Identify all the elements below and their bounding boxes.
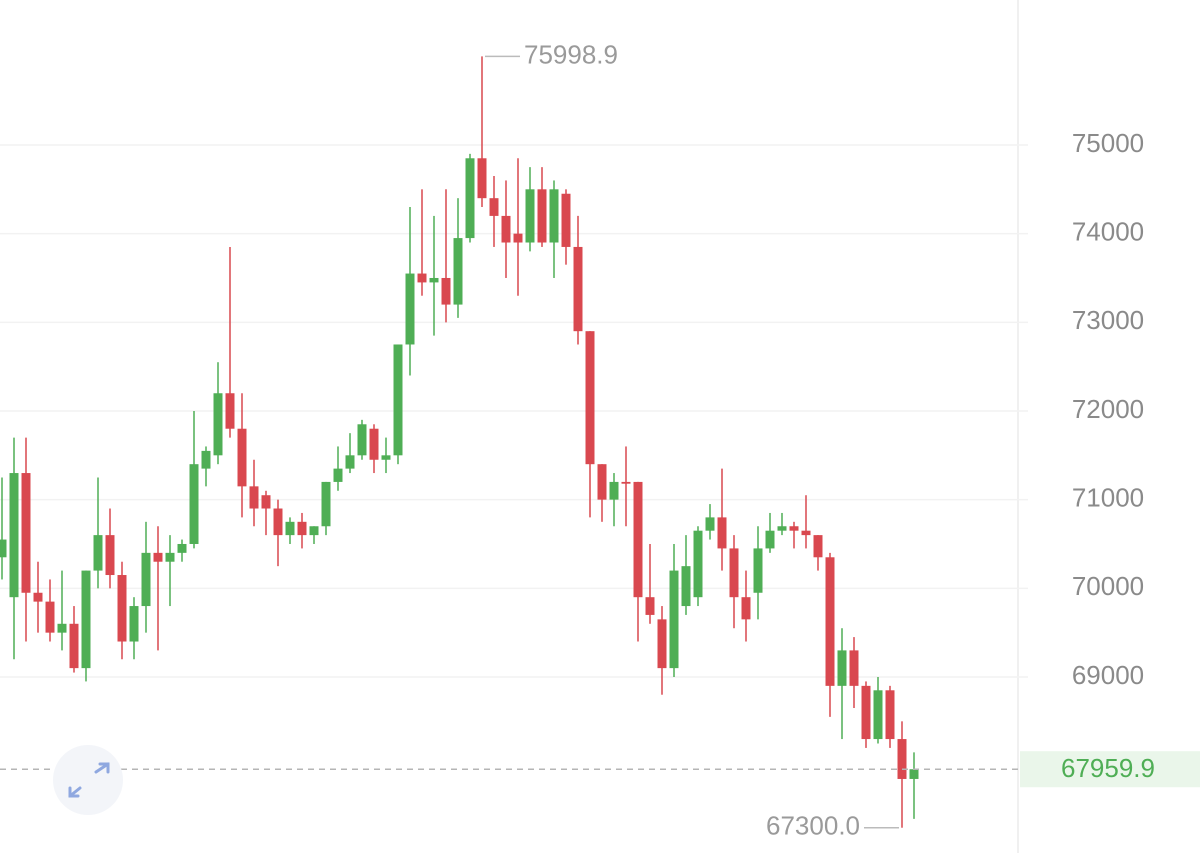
max-label: 75998.9 [524,39,618,69]
candle-body [117,575,127,642]
min-label: 67300.0 [766,811,860,841]
candle-body [57,623,67,633]
candle-body [81,570,91,669]
candle-body [597,464,607,500]
y-tick-label: 71000 [1072,483,1144,513]
candle-body [633,481,643,598]
candle-body [333,468,343,482]
candle-body [573,246,583,332]
candle-body [753,548,763,593]
candle-body [189,464,199,544]
candle-body [801,530,811,536]
candle-body [33,592,43,602]
candle-body [417,273,427,283]
candle-body [729,548,739,598]
candle-body [741,597,751,620]
candle-body [489,198,499,216]
expand-icon[interactable] [68,762,110,798]
candle-body [381,455,391,460]
candle-body [393,344,403,456]
candle-body [717,517,727,549]
candle-body [681,566,691,607]
candle-body [165,552,175,562]
candle-body [849,650,859,686]
candle-body [141,552,151,607]
candle-body [465,158,475,239]
candle-body [453,238,463,305]
candle-body [873,690,883,740]
candle-body [177,543,187,553]
candle-body [705,517,715,531]
candle-body [9,473,19,598]
candle-body [105,535,115,576]
candle-body [0,539,7,558]
candle-body [285,521,295,536]
candle-body [441,277,451,305]
candle-body [309,526,319,536]
y-tick-label: 75000 [1072,128,1144,158]
y-tick-label: 69000 [1072,660,1144,690]
candle-body [405,273,415,345]
candle-body [561,193,571,247]
candle-body [477,158,487,199]
candle-body [825,557,835,686]
candle-body [237,428,247,487]
candle-body [645,597,655,615]
candle-body [621,481,631,484]
expand-circle[interactable] [53,745,123,815]
candle-body [525,189,535,243]
last-price-label: 67959.9 [1061,753,1155,783]
candle-body [345,455,355,469]
candle-body [201,450,211,469]
candle-body [21,473,31,593]
candle-body [897,739,907,779]
candle-body [261,495,271,509]
candle-body [609,481,619,500]
candle-body [693,530,703,598]
y-tick-label: 70000 [1072,571,1144,601]
candle-body [129,606,139,642]
candle-body [69,623,79,669]
candle-body [249,486,259,509]
candle-body [669,570,679,669]
candle-body [213,393,223,456]
candle-body [861,685,871,740]
candle-body [885,690,895,740]
candle-body [549,189,559,243]
candle-body [585,331,595,465]
y-tick-label: 74000 [1072,217,1144,247]
expand-button[interactable] [53,745,123,815]
candle-body [789,526,799,531]
candle-body [909,769,919,779]
candle-body [93,535,103,571]
candle-body [429,277,439,283]
candle-body [153,552,163,562]
candle-body [765,530,775,549]
candle-body [777,526,787,531]
candle-body [321,481,331,527]
candle-body [513,233,523,243]
candle-body [273,508,283,536]
y-tick-label: 73000 [1072,305,1144,335]
candle-body [225,393,235,429]
candle-body [357,424,367,456]
candle-body [813,535,823,558]
y-tick-label: 72000 [1072,394,1144,424]
candle-body [501,215,511,243]
candle-body [369,428,379,460]
candle-body [837,650,847,686]
candle-body [297,521,307,536]
candle-body [657,619,667,669]
candle-body [537,189,547,243]
candle-body [45,601,55,633]
last-price-box [1020,751,1200,788]
